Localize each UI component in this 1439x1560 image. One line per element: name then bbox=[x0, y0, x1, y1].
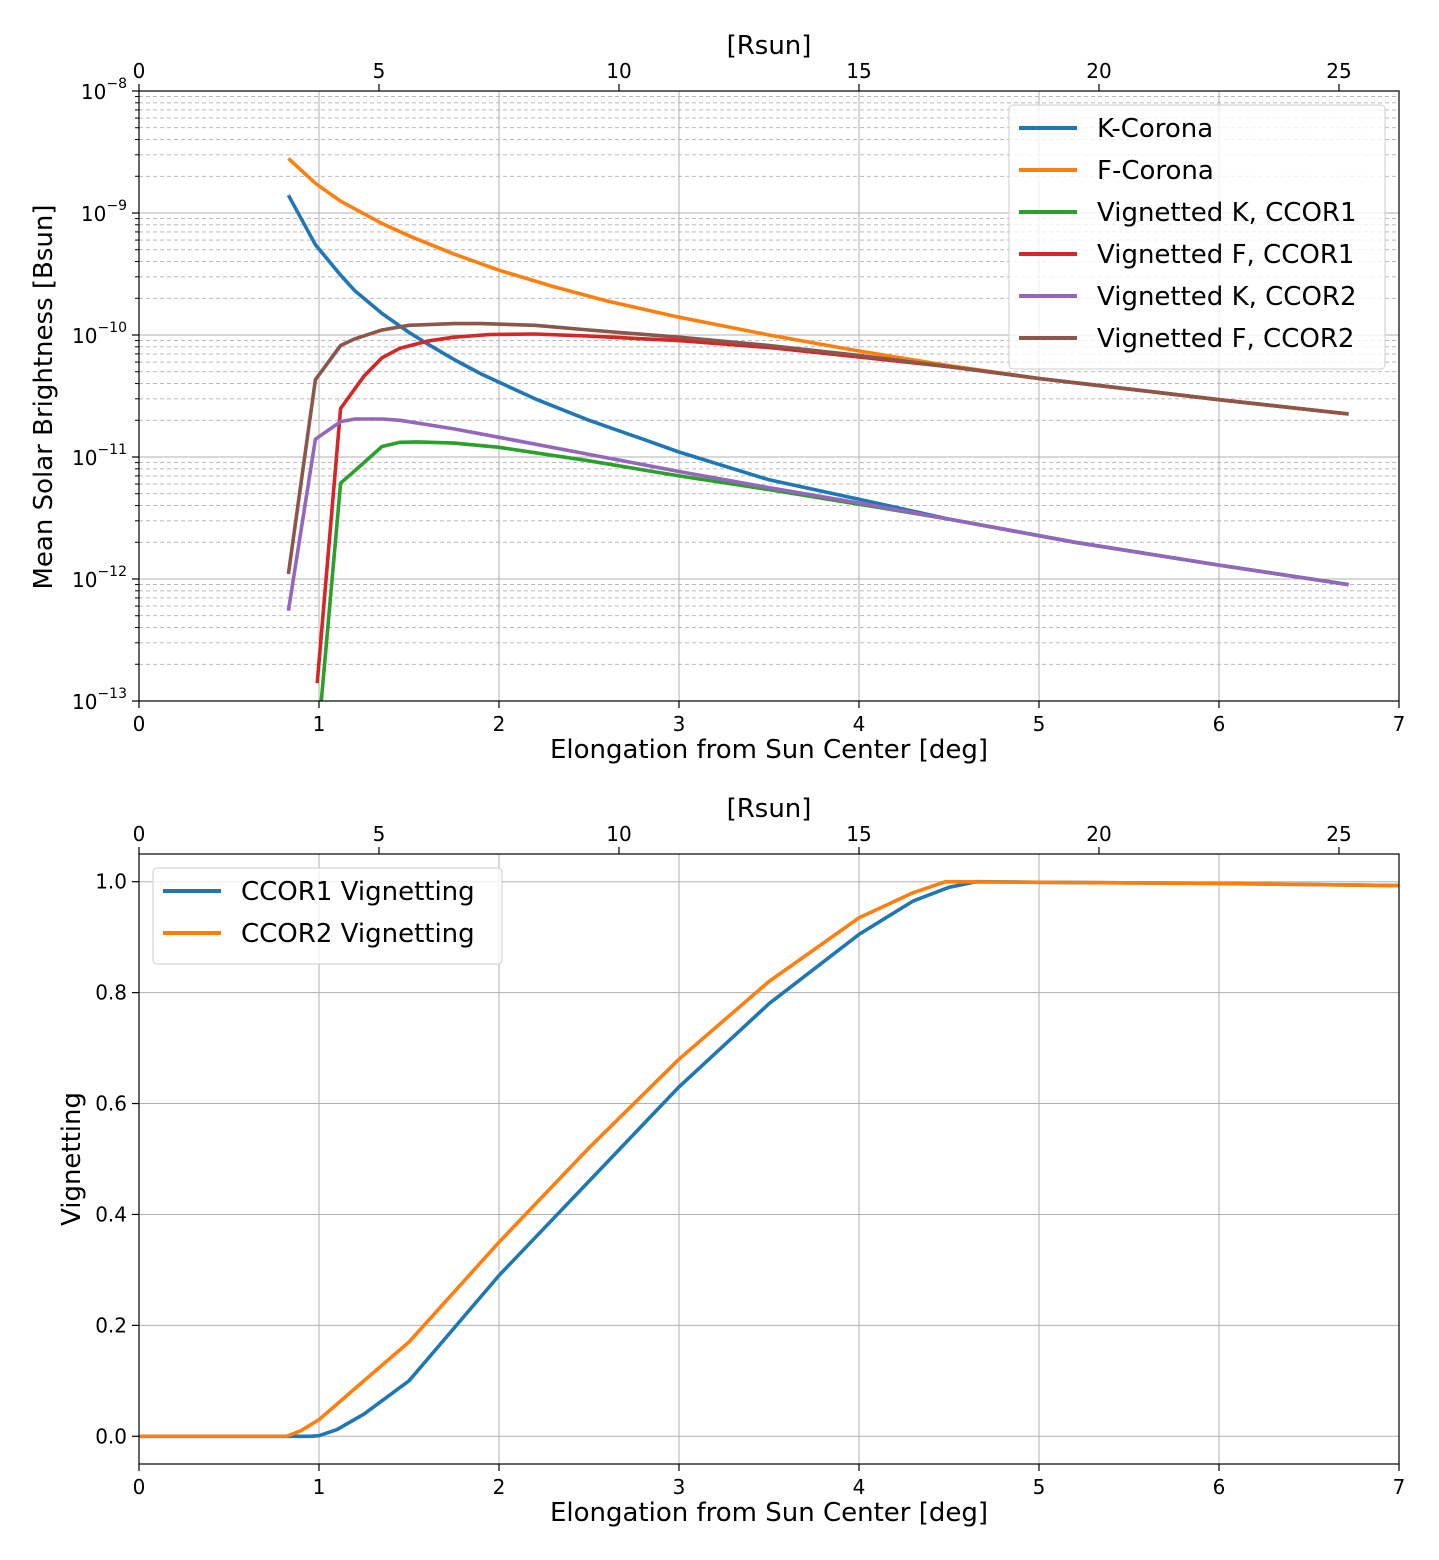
legend-label: Vignetted K, CCOR2 bbox=[1097, 282, 1357, 312]
vignetting-series-lines bbox=[139, 879, 1399, 1439]
legend-box bbox=[152, 867, 503, 965]
x-tick-label: 6 bbox=[1213, 1475, 1226, 1499]
brightness-xlabel: Elongation from Sun Center [deg] bbox=[550, 735, 988, 765]
x-tick-label: 3 bbox=[673, 1475, 686, 1499]
legend-box bbox=[1008, 104, 1386, 370]
brightness-axes-frame bbox=[138, 90, 1400, 702]
series-line-ccor2-vignetting bbox=[139, 879, 1399, 1439]
x-tick-label: 5 bbox=[1033, 712, 1046, 736]
brightness-ticks: 0 1 2 3 4 5 6 7 0 5 10 15 20 25 10−13 10−12 10−11 10−10 10… bbox=[72, 59, 1405, 736]
y-tick-label: 10−8 bbox=[81, 76, 127, 104]
top-x-tick-label: 15 bbox=[846, 822, 871, 846]
top-x-tick-label: 15 bbox=[846, 59, 871, 83]
brightness-ylabel: Mean Solar Brightness [Bsun] bbox=[29, 204, 59, 589]
vignetting-xlabel: Elongation from Sun Center [deg] bbox=[550, 1498, 988, 1528]
y-tick-label: 10−13 bbox=[72, 686, 127, 714]
x-tick-label: 1 bbox=[313, 712, 326, 736]
y-tick-label: 10−11 bbox=[72, 442, 127, 470]
brightness-top-xlabel: [Rsun] bbox=[727, 31, 812, 61]
y-tick-label: 1.0 bbox=[95, 870, 127, 894]
y-tick-label: 10−9 bbox=[81, 198, 127, 226]
x-tick-label: 6 bbox=[1213, 712, 1226, 736]
vignetting-chart: 0 1 2 3 4 5 6 7 0 5 10 15 20 25 0.0 0.2 0.4 0.6 0.8 1.0 [Rs… bbox=[57, 794, 1405, 1528]
y-tick-label: 0.6 bbox=[95, 1092, 127, 1116]
x-tick-label: 5 bbox=[1033, 1475, 1046, 1499]
series-line-vignetted-k-ccor2 bbox=[286, 417, 1349, 611]
top-x-tick-label: 25 bbox=[1326, 822, 1351, 846]
x-tick-label: 2 bbox=[493, 1475, 506, 1499]
top-x-tick-label: 20 bbox=[1086, 59, 1111, 83]
brightness-chart: 0 1 2 3 4 5 6 7 0 5 10 15 20 25 10−13 10−12 10−11 10−10 10… bbox=[29, 31, 1405, 765]
y-tick-label: 10−10 bbox=[72, 320, 127, 348]
top-x-tick-label: 5 bbox=[373, 822, 386, 846]
x-tick-label: 3 bbox=[673, 712, 686, 736]
vignetting-ticks: 0 1 2 3 4 5 6 7 0 5 10 15 20 25 0.0 0.2 0.4 0.6 0.8 1.0 bbox=[95, 822, 1405, 1499]
legend-label: Vignetted F, CCOR2 bbox=[1097, 324, 1354, 354]
top-x-tick-label: 5 bbox=[373, 59, 386, 83]
x-tick-label: 7 bbox=[1393, 1475, 1406, 1499]
x-tick-label: 1 bbox=[313, 1475, 326, 1499]
top-x-tick-label: 10 bbox=[606, 822, 631, 846]
y-tick-label: 0.4 bbox=[95, 1202, 127, 1226]
vignetting-top-xlabel: [Rsun] bbox=[727, 794, 812, 824]
x-tick-label: 0 bbox=[133, 1475, 146, 1499]
x-tick-label: 0 bbox=[133, 712, 146, 736]
x-tick-label: 4 bbox=[853, 1475, 866, 1499]
y-tick-label: 0.8 bbox=[95, 981, 127, 1005]
vignetting-axes-frame bbox=[138, 853, 1400, 1465]
legend-label: Vignetted F, CCOR1 bbox=[1097, 240, 1354, 270]
vignetting-legend: CCOR1 Vignetting CCOR2 Vignetting bbox=[152, 867, 503, 965]
legend-label: K-Corona bbox=[1097, 114, 1213, 144]
legend-label: CCOR2 Vignetting bbox=[241, 919, 475, 949]
top-x-tick-label: 0 bbox=[133, 822, 146, 846]
top-x-tick-label: 0 bbox=[133, 59, 146, 83]
legend-label: CCOR1 Vignetting bbox=[241, 877, 475, 907]
x-tick-label: 4 bbox=[853, 712, 866, 736]
y-tick-label: 0.0 bbox=[95, 1424, 127, 1448]
brightness-series-lines bbox=[286, 157, 1349, 701]
legend-label: Vignetted K, CCOR1 bbox=[1097, 198, 1357, 228]
vignetting-ylabel: Vignetting bbox=[57, 1092, 87, 1226]
top-x-tick-label: 10 bbox=[606, 59, 631, 83]
x-tick-label: 2 bbox=[493, 712, 506, 736]
top-x-tick-label: 25 bbox=[1326, 59, 1351, 83]
y-tick-label: 0.2 bbox=[95, 1313, 127, 1337]
brightness-legend: K-Corona F-Corona Vignetted K, CCOR1 Vignet… bbox=[1008, 104, 1386, 370]
series-line-vignetted-f-ccor2 bbox=[286, 321, 1349, 575]
y-tick-label: 10−12 bbox=[72, 564, 127, 592]
x-tick-label: 7 bbox=[1393, 712, 1406, 736]
top-x-tick-label: 20 bbox=[1086, 822, 1111, 846]
legend-label: F-Corona bbox=[1097, 156, 1214, 186]
